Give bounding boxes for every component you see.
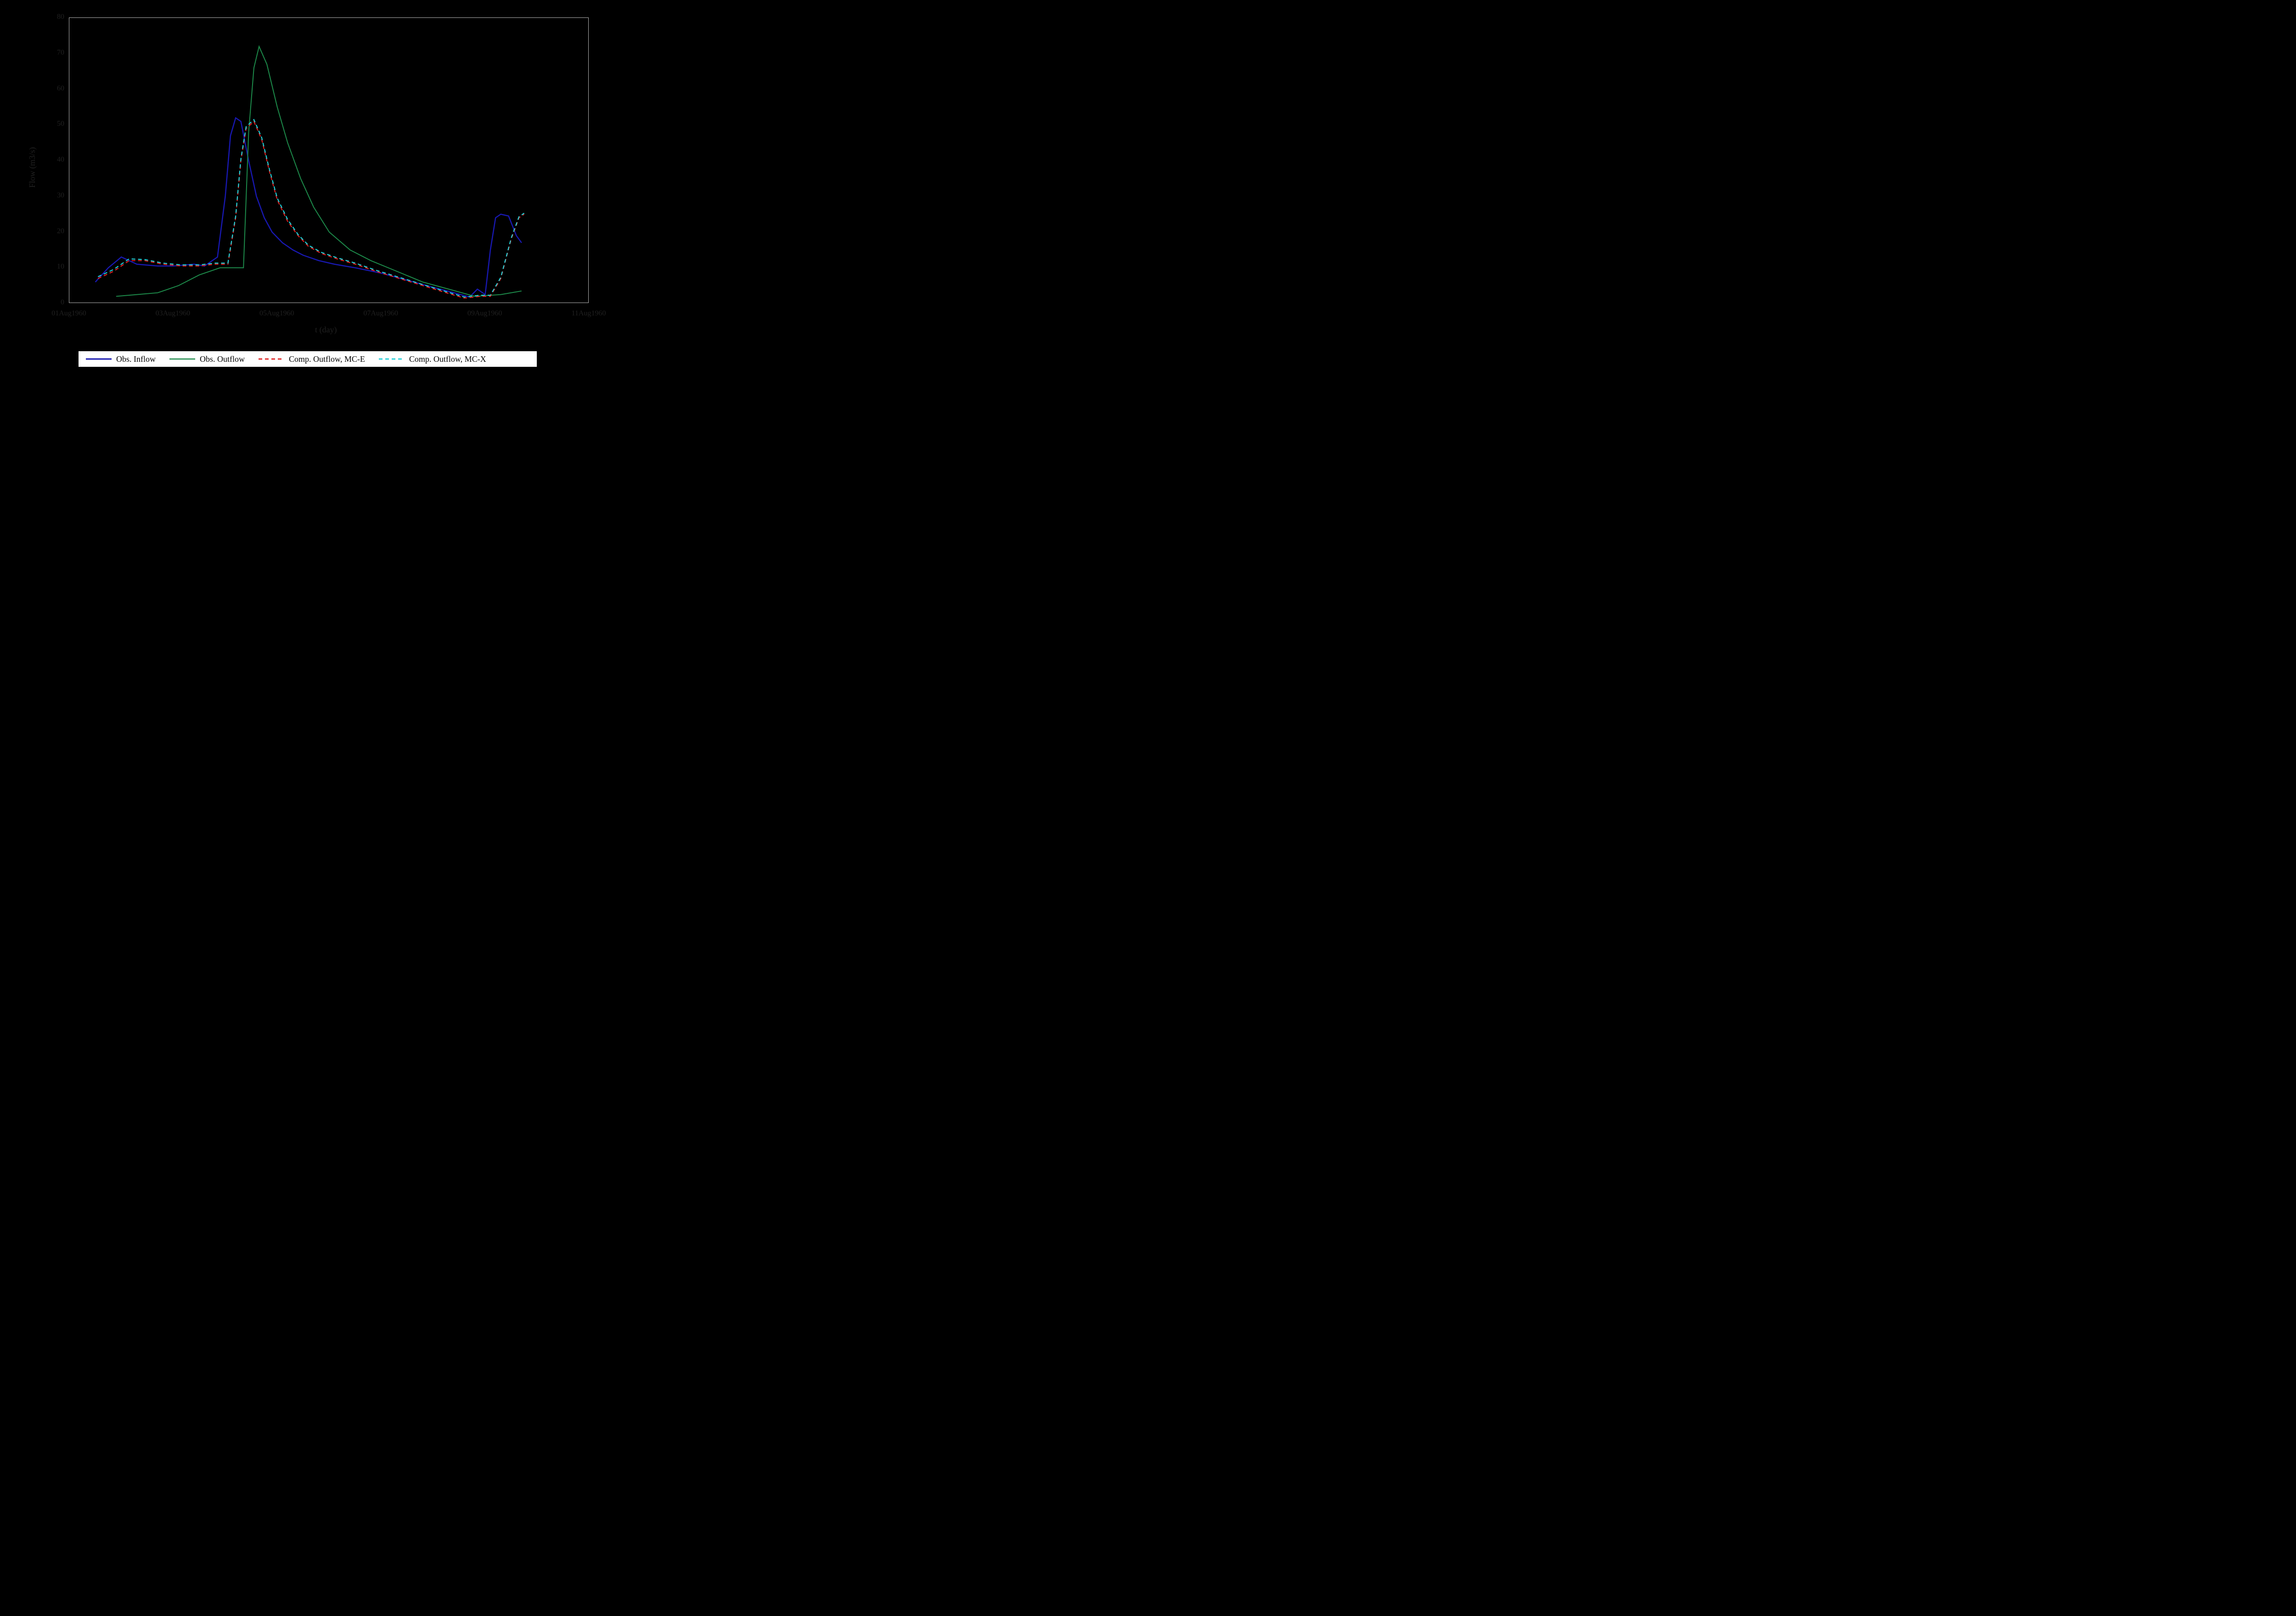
series-line [116,46,522,296]
legend-label: Comp. Outflow, MC-X [409,354,486,364]
legend-swatch [169,354,196,364]
y-axis-title: Flow (m3/s) [28,147,37,188]
x-tick-label: 11Aug1960 [566,309,612,318]
series-line [96,118,522,297]
legend-label: Obs. Inflow [116,354,156,364]
y-tick-label: 0 [51,298,64,307]
y-tick-label: 60 [51,84,64,93]
x-tick-label: 07Aug1960 [358,309,404,318]
y-tick-label: 40 [51,156,64,164]
y-tick-label: 10 [51,263,64,271]
series-line [98,120,524,297]
legend-item: Comp. Outflow, MC-X [378,354,486,364]
x-tick-label: 01Aug1960 [46,309,92,318]
y-tick-label: 50 [51,120,64,128]
legend: Obs. Inflow Obs. Outflow Comp. Outflow, MC… [78,351,537,367]
legend-swatch [258,354,285,364]
x-tick-label: 09Aug1960 [462,309,508,318]
series-line [98,122,524,298]
legend-swatch [85,354,113,364]
y-tick-label: 30 [51,191,64,200]
y-tick-label: 20 [51,227,64,236]
x-tick-label: 03Aug1960 [150,309,196,318]
chart-container: 0 10 20 30 40 50 60 70 80 01Aug1960 03Aug1960 05Au… [0,0,675,376]
plot-svg [69,18,589,303]
x-axis-title: t (day) [315,325,337,335]
legend-label: Comp. Outflow, MC-E [289,354,365,364]
legend-item: Comp. Outflow, MC-E [258,354,365,364]
legend-item: Obs. Inflow [85,354,156,364]
legend-swatch [378,354,405,364]
legend-item: Obs. Outflow [169,354,245,364]
x-tick-label: 05Aug1960 [254,309,300,318]
plot-area [69,17,589,303]
y-tick-label: 70 [51,49,64,57]
y-tick-label: 80 [51,13,64,21]
legend-label: Obs. Outflow [200,354,245,364]
